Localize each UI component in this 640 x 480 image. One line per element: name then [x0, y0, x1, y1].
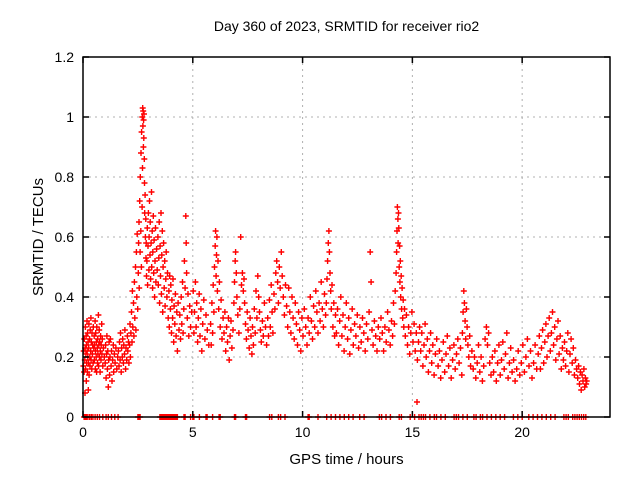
y-tick-label: 0.6	[55, 229, 75, 245]
x-tick-label: 15	[405, 424, 421, 440]
y-tick-label: 0.4	[55, 289, 75, 305]
y-tick-label: 1.2	[55, 49, 75, 65]
y-tick-label: 0.2	[55, 349, 75, 365]
y-tick-label: 1	[66, 109, 74, 125]
data-points	[80, 105, 590, 420]
x-axis-label: GPS time / hours	[289, 451, 404, 468]
x-tick-label: 5	[189, 424, 197, 440]
chart-title: Day 360 of 2023, SRMTID for receiver rio…	[213, 18, 480, 34]
x-tick-label: 10	[295, 424, 311, 440]
y-tick-label: 0.8	[55, 169, 75, 185]
y-tick-label: 0	[66, 409, 74, 425]
x-tick-label: 0	[79, 424, 87, 440]
x-tick-label: 20	[514, 424, 530, 440]
